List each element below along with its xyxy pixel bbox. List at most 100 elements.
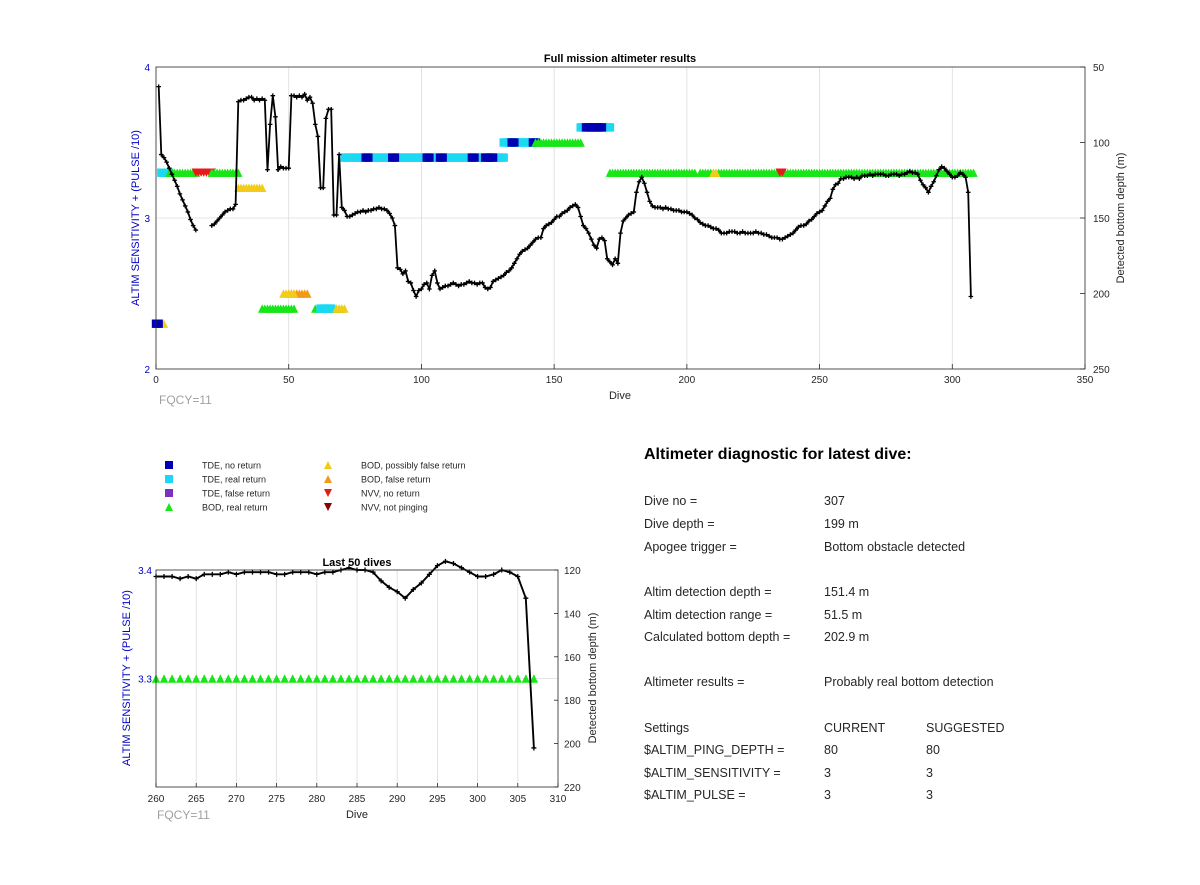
marker [240, 674, 249, 683]
marker [248, 674, 257, 683]
depth-point [509, 265, 514, 271]
suggested-header: SUGGESTED [926, 721, 1005, 735]
depth-point [713, 226, 719, 231]
top-depth-series [156, 84, 974, 299]
setting-suggested: 3 [926, 766, 933, 780]
legend-label: BOD, false return [361, 475, 431, 485]
depth-point [793, 227, 798, 233]
setting-name: $ALTIM_SENSITIVITY = [644, 766, 781, 780]
dive-no-value: 307 [824, 494, 845, 508]
depth-point [427, 286, 432, 292]
depth-point [448, 282, 453, 287]
top-grid [156, 67, 1085, 369]
marker [344, 674, 354, 683]
depth-point [514, 256, 520, 262]
depth-point [809, 217, 814, 222]
marker [465, 674, 474, 683]
marker [457, 674, 466, 683]
depth-point [504, 270, 509, 275]
y-tick-label-right: 180 [564, 696, 581, 707]
settings-header: Settings [644, 721, 690, 735]
depth-point [785, 233, 791, 239]
depth-point [827, 196, 833, 201]
depth-point [426, 571, 432, 577]
depth-point [774, 235, 780, 240]
depth-point [286, 165, 292, 171]
depth-point [467, 569, 473, 575]
depth-point [363, 209, 368, 215]
x-tick-label: 150 [546, 375, 563, 386]
depth-point [334, 212, 339, 218]
depth-point [389, 215, 395, 221]
depth-point [358, 209, 363, 215]
depth-point [851, 176, 857, 182]
depth-point [159, 152, 164, 157]
depth-point [788, 232, 793, 237]
depth-point [942, 165, 947, 171]
depth-point [370, 569, 376, 575]
depth-point [780, 236, 785, 242]
depth-point [740, 229, 745, 234]
depth-point [591, 242, 597, 248]
marker [183, 674, 193, 683]
depth-point [342, 208, 347, 213]
depth-point [381, 206, 387, 212]
depth-point [172, 177, 177, 183]
legend: TDE, no return TDE, real return TDE, false… [165, 461, 466, 513]
depth-point [546, 221, 552, 227]
depth-point [386, 584, 392, 590]
setting-name: $ALTIM_PING_DEPTH = [644, 743, 785, 757]
depth-point [310, 100, 315, 106]
bottom-y-ticks-left: 3.3 3.4 [138, 566, 152, 686]
depth-point [963, 174, 968, 180]
depth-point [939, 164, 944, 169]
depth-point [265, 167, 270, 172]
full-mission-chart: 0 50 100 150 200 250 300 350 2 3 4 50 100 150 200 250… [130, 53, 1127, 407]
depth-point [185, 209, 191, 215]
depth-point [668, 206, 674, 212]
marker [390, 153, 400, 162]
marker [165, 475, 173, 483]
marker [409, 674, 418, 683]
depth-point [507, 569, 513, 575]
x-tick-label: 200 [679, 375, 696, 386]
depth-point [233, 202, 238, 207]
depth-point [346, 565, 352, 571]
depth-point [907, 168, 913, 174]
depth-point [421, 282, 427, 287]
marker [324, 503, 332, 511]
depth-point [429, 273, 435, 278]
depth-point [257, 97, 262, 103]
depth-point [254, 96, 260, 102]
depth-point [753, 229, 759, 234]
depth-point [306, 569, 312, 575]
depth-point [482, 285, 488, 290]
legend-label: BOD, real return [202, 503, 268, 513]
depth-point [394, 589, 400, 595]
depth-point [397, 267, 403, 272]
bottom-x-ticks: 260 265 270 275 280 285 290 295 300 305 310 [148, 783, 567, 805]
x-tick-label: 0 [153, 375, 159, 386]
depth-point [249, 94, 254, 100]
depth-point [315, 134, 321, 139]
depth-point [432, 268, 437, 274]
depth-point [395, 265, 400, 271]
x-tick-label: 305 [509, 794, 526, 805]
depth-point [758, 230, 764, 236]
y-tick-label-right: 200 [564, 740, 581, 751]
depth-point [822, 203, 828, 209]
depth-point [418, 580, 424, 586]
depth-point [290, 569, 296, 575]
depth-point [411, 288, 416, 293]
depth-point [636, 179, 642, 185]
marker [505, 674, 514, 683]
depth-point [434, 563, 440, 569]
depth-point [647, 199, 652, 204]
y-tick-label-right: 150 [1093, 214, 1110, 225]
marker [208, 674, 217, 683]
depth-point [298, 569, 304, 575]
depth-point [185, 574, 191, 580]
depth-point [519, 248, 525, 254]
depth-point [814, 211, 820, 216]
depth-point [530, 239, 536, 245]
